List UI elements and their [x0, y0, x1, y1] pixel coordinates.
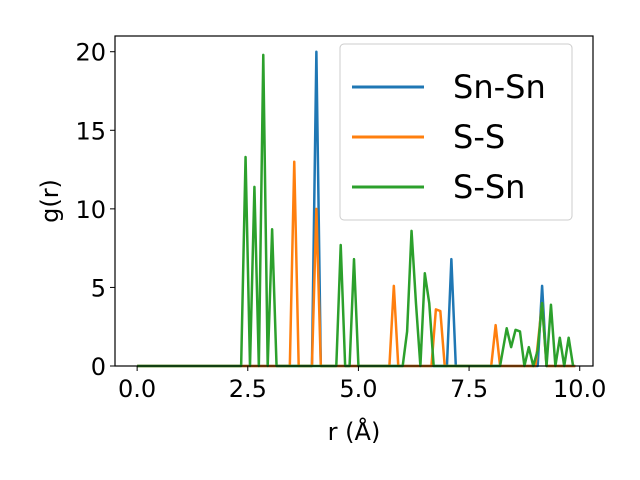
x-tick-label: 5.0: [339, 375, 377, 403]
y-tick-label: 10: [75, 196, 106, 224]
y-tick-label: 0: [91, 353, 106, 381]
x-tick-label: 10.0: [553, 375, 606, 403]
x-tick-label: 0.0: [118, 375, 156, 403]
y-axis-label: g(r): [36, 179, 64, 223]
plot-frame: [114, 35, 594, 367]
x-tick-label: 2.5: [229, 375, 267, 403]
x-axis-label: r (Å): [328, 417, 381, 446]
y-tick-label: 5: [91, 274, 106, 302]
legend-label-s-s: S-S: [453, 118, 505, 156]
y-tick-label: 15: [75, 117, 106, 145]
y-tick-label: 20: [75, 39, 106, 67]
legend-label-sn-sn: Sn-Sn: [453, 68, 546, 106]
legend: Sn-Sn S-S S-Sn: [339, 43, 573, 221]
x-tick-label: 7.5: [450, 375, 488, 403]
legend-label-s-sn: S-Sn: [453, 168, 525, 206]
axis-ticks: 0.0 2.5 5.0 7.5 10.0 0 5 10 15 20: [75, 39, 606, 403]
